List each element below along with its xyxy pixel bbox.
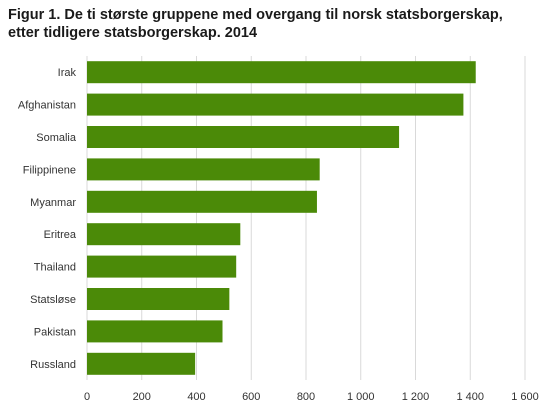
category-labels: Irak Afghanistan Somalia Filippinene Myanmar…: [18, 67, 77, 371]
x-tick-label: 1 200: [402, 391, 430, 403]
category-label: Thailand: [34, 262, 76, 274]
bar: [87, 158, 320, 181]
x-tick-label: 400: [187, 391, 205, 403]
bars: [87, 61, 476, 375]
chart-title-line-1: Figur 1. De ti største gruppene med over…: [8, 7, 503, 23]
bar: [87, 255, 237, 278]
x-tick-label: 800: [297, 391, 315, 403]
category-label: Filippinene: [23, 164, 76, 176]
category-label: Pakistan: [34, 326, 76, 338]
x-tick-label: 0: [84, 391, 90, 403]
bar: [87, 352, 196, 375]
category-label: Myanmar: [30, 197, 76, 209]
bar: [87, 288, 230, 310]
bar: [87, 320, 223, 343]
chart-title-line-2: etter tidligere statsborgerskap. 2014: [8, 25, 258, 41]
chart-title: Figur 1. De ti største gruppene med over…: [8, 6, 553, 42]
x-tick-label: 200: [133, 391, 151, 403]
bar: [87, 126, 400, 148]
x-tick-label: 600: [242, 391, 260, 403]
x-tick-label: 1 400: [456, 391, 484, 403]
category-label: Irak: [58, 67, 77, 79]
x-axis-tick-labels: 0 200 400 600 800 1 000 1 200 1 400 1 600: [84, 391, 539, 403]
bar: [87, 190, 317, 213]
category-label: Somalia: [36, 132, 77, 144]
bar: [87, 61, 476, 84]
x-tick-label: 1 000: [347, 391, 375, 403]
bar: [87, 223, 241, 246]
category-label: Afghanistan: [18, 100, 76, 112]
category-label: Eritrea: [44, 229, 77, 241]
x-tick-label: 1 600: [511, 391, 539, 403]
category-label: Statsløse: [30, 294, 76, 306]
bar: [87, 93, 464, 116]
category-label: Russland: [30, 359, 76, 371]
